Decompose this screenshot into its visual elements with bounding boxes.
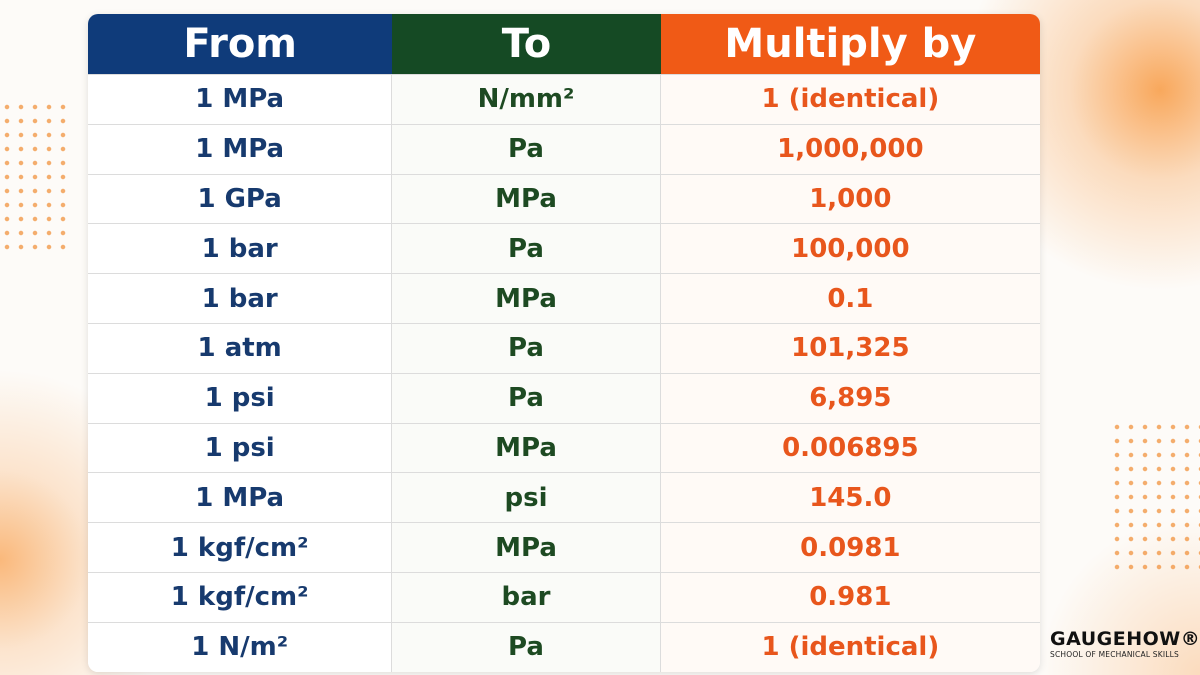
table-row: 1 psi Pa 6,895 <box>88 372 1040 423</box>
dot-pattern <box>1110 420 1200 570</box>
table-cell: Pa <box>392 621 661 672</box>
table-row: 1 kgf/cm² MPa 0.0981 <box>88 522 1040 572</box>
conversion-table: From To Multiply by 1 MPa N/mm² 1 (identical… <box>88 14 1040 672</box>
table-cell: 0.006895 <box>660 422 1040 473</box>
table-cell: 1 bar <box>88 223 393 274</box>
table-row: 1 psi MPa 0.006895 <box>88 422 1040 473</box>
dot-pattern <box>0 100 70 250</box>
table-cell: 1 (identical) <box>660 74 1040 124</box>
column-header: Multiply by <box>660 14 1040 74</box>
table-cell: 1 GPa <box>88 173 393 224</box>
table-cell: MPa <box>392 273 661 323</box>
table-row: 1 bar Pa 100,000 <box>88 223 1040 274</box>
column-header: From <box>88 14 393 74</box>
table-cell: MPa <box>392 173 661 224</box>
table-row: 1 MPa Pa 1,000,000 <box>88 123 1040 174</box>
table-cell: 1 psi <box>88 422 393 473</box>
table-row: 1 N/m² Pa 1 (identical) <box>88 621 1040 672</box>
table-cell: 1 (identical) <box>660 621 1040 672</box>
table-cell: 1,000,000 <box>660 123 1040 174</box>
brand: GAUGEHOW® SCHOOL OF MECHANICAL SKILLS <box>1050 628 1200 659</box>
table-cell: 1 kgf/cm² <box>88 522 393 572</box>
table-cell: 1,000 <box>660 173 1040 224</box>
table-cell: Pa <box>392 223 661 274</box>
table-cell: 145.0 <box>660 472 1040 523</box>
table-cell: 100,000 <box>660 223 1040 274</box>
table-cell: 1 MPa <box>88 472 393 523</box>
table-cell: 1 kgf/cm² <box>88 571 393 622</box>
table-cell: 0.981 <box>660 571 1040 622</box>
table-cell: Pa <box>392 322 661 373</box>
table-cell: Pa <box>392 123 661 174</box>
table-cell: 1 MPa <box>88 74 393 124</box>
table-cell: 101,325 <box>660 322 1040 373</box>
table-cell: 1 bar <box>88 273 393 323</box>
table-row: 1 GPa MPa 1,000 <box>88 173 1040 224</box>
table-cell: 1 MPa <box>88 123 393 174</box>
column-header: To <box>392 14 661 74</box>
table-cell: 0.0981 <box>660 522 1040 572</box>
table-cell: 1 atm <box>88 322 393 373</box>
table-cell: 0.1 <box>660 273 1040 323</box>
brand-name: GAUGEHOW® <box>1050 628 1200 650</box>
table-row: 1 MPa N/mm² 1 (identical) <box>88 74 1040 124</box>
table-row: 1 kgf/cm² bar 0.981 <box>88 571 1040 622</box>
table-cell: 1 psi <box>88 372 393 423</box>
table-row: 1 MPa psi 145.0 <box>88 472 1040 523</box>
brand-tagline: SCHOOL OF MECHANICAL SKILLS <box>1050 650 1179 659</box>
table-cell: 1 N/m² <box>88 621 393 672</box>
table-cell: 6,895 <box>660 372 1040 423</box>
table-cell: bar <box>392 571 661 622</box>
header-row: From To Multiply by <box>88 14 1040 74</box>
table-cell: N/mm² <box>392 74 661 124</box>
table-cell: Pa <box>392 372 661 423</box>
table-row: 1 bar MPa 0.1 <box>88 273 1040 323</box>
table-row: 1 atm Pa 101,325 <box>88 322 1040 373</box>
table-cell: MPa <box>392 422 661 473</box>
table-cell: psi <box>392 472 661 523</box>
table-cell: MPa <box>392 522 661 572</box>
